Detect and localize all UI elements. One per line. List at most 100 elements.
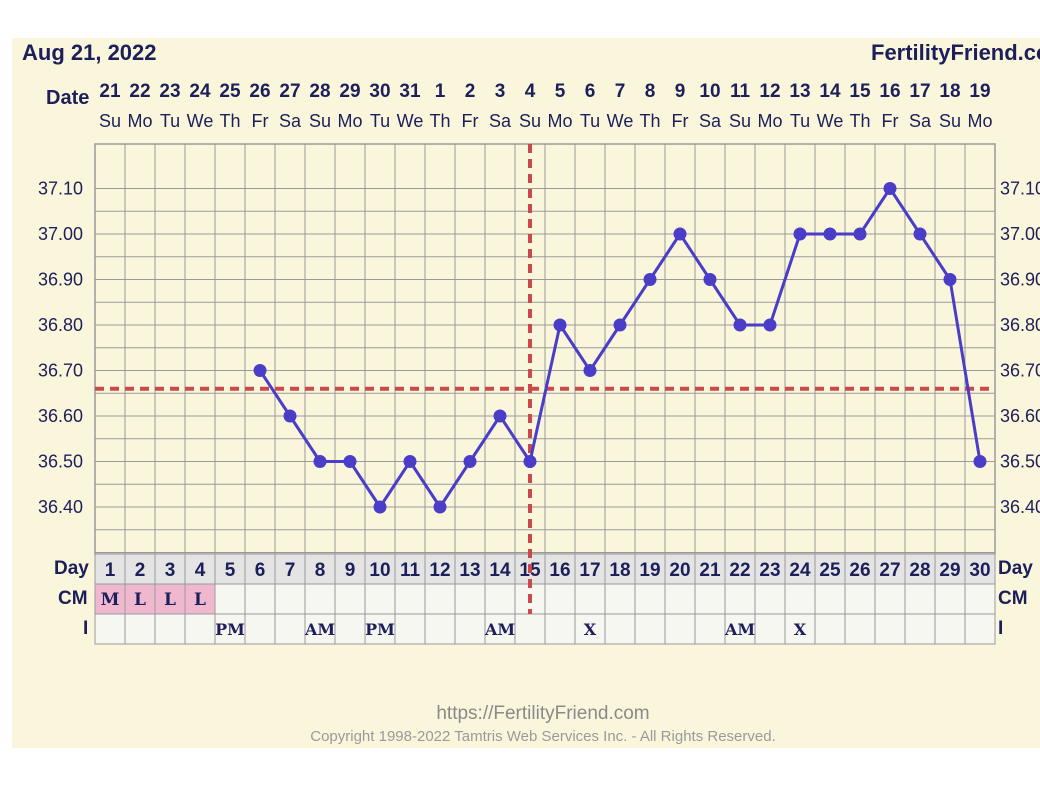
y-tick-label-left: 36.60 <box>38 406 83 426</box>
cm-value: L <box>164 590 176 610</box>
y-tick-label-left: 37.10 <box>38 179 83 199</box>
table-cell <box>664 583 696 615</box>
table-cell <box>934 583 966 615</box>
cycle-day-label: 2 <box>135 560 146 581</box>
weekday-label: Tu <box>790 111 810 131</box>
table-cell <box>124 613 156 645</box>
table-cell <box>604 553 636 585</box>
cycle-day-label: 21 <box>699 560 721 581</box>
table-cell <box>184 583 216 615</box>
date-label: 2 <box>465 81 476 102</box>
chart-date-title: Aug 21, 2022 <box>22 40 157 65</box>
date-label: 10 <box>699 81 720 102</box>
table-cell <box>544 613 576 645</box>
cm-value: L <box>134 590 146 610</box>
info-table: 1234567891011121314151617181920212223242… <box>94 553 996 645</box>
table-cell <box>484 583 516 615</box>
temperature-point <box>493 409 507 423</box>
date-label: 17 <box>909 81 930 102</box>
day-row-label-left: Day <box>54 558 89 579</box>
date-label: 1 <box>435 81 446 102</box>
cycle-day-label: 10 <box>369 560 390 581</box>
cycle-day-label: 20 <box>669 560 690 581</box>
y-tick-label-right: 36.80 <box>1000 315 1040 335</box>
date-label: 13 <box>789 81 810 102</box>
cycle-day-label: 28 <box>909 560 930 581</box>
table-cell <box>394 583 426 615</box>
temperature-point <box>643 273 657 286</box>
y-tick-label-right: 36.90 <box>1000 270 1040 290</box>
weekday-label: Su <box>729 111 751 131</box>
y-tick-label-left: 36.70 <box>38 361 83 381</box>
date-label: 24 <box>189 81 211 102</box>
weekday-label: Sa <box>699 111 722 131</box>
weekday-label: Mo <box>337 111 362 131</box>
table-cell <box>424 613 456 645</box>
y-tick-label-left: 36.90 <box>38 270 83 290</box>
temperature-point <box>763 318 777 332</box>
cycle-day-label: 3 <box>165 560 176 581</box>
y-tick-label-right: 37.00 <box>1000 224 1040 244</box>
weekday-label: We <box>607 111 634 131</box>
date-label: 27 <box>279 81 300 102</box>
cm-value: M <box>101 590 120 610</box>
cm-row-label-right: CM <box>998 588 1028 609</box>
table-cell <box>874 613 906 645</box>
table-cell <box>94 583 126 615</box>
weekday-label: We <box>397 111 424 131</box>
y-tick-label-right: 36.60 <box>1000 406 1040 426</box>
table-cell <box>724 583 756 615</box>
table-cell <box>304 553 336 585</box>
footer-copyright: Copyright 1998-2022 Tamtris Web Services… <box>310 728 775 745</box>
date-label: 25 <box>219 81 241 102</box>
date-label: 6 <box>585 81 596 102</box>
date-label: 4 <box>525 81 536 102</box>
table-cell <box>304 613 336 645</box>
cycle-day-label: 26 <box>849 560 870 581</box>
cm-value: L <box>194 590 206 610</box>
temperature-point <box>253 364 267 377</box>
y-tick-label-left: 36.40 <box>38 497 83 517</box>
table-cell <box>124 553 156 585</box>
temperature-point <box>583 364 597 377</box>
table-cell <box>874 583 906 615</box>
chart-grid <box>94 143 996 555</box>
table-cell <box>784 583 816 615</box>
cycle-day-label: 5 <box>225 560 236 581</box>
weekday-label: Sa <box>489 111 512 131</box>
cycle-day-label: 18 <box>609 560 630 581</box>
intercourse-row-label-right: I <box>998 618 1003 639</box>
table-cell <box>904 613 936 645</box>
date-label: 8 <box>645 81 656 102</box>
weekday-label: Su <box>99 111 121 131</box>
date-label: 30 <box>369 81 390 102</box>
cm-row-label-left: CM <box>58 588 88 609</box>
temperature-point <box>943 273 957 286</box>
table-cell <box>664 613 696 645</box>
table-cell <box>244 583 276 615</box>
cycle-day-label: 25 <box>819 560 841 581</box>
table-cell <box>574 553 606 585</box>
temperature-point <box>463 455 477 468</box>
date-label: 11 <box>730 81 751 102</box>
weekday-label: Mo <box>757 111 782 131</box>
table-cell <box>724 613 756 645</box>
table-cell <box>934 613 966 645</box>
date-label: 15 <box>849 81 871 102</box>
y-tick-label-right: 37.10 <box>1000 179 1040 199</box>
table-cell <box>574 583 606 615</box>
temperature-point <box>553 318 567 332</box>
temperature-point <box>703 273 717 286</box>
date-label: 23 <box>159 81 180 102</box>
table-cell <box>904 583 936 615</box>
table-cell <box>634 583 666 615</box>
table-cell <box>964 553 996 585</box>
weekday-label: Fr <box>462 111 479 131</box>
table-cell <box>364 613 396 645</box>
date-label: 29 <box>339 81 360 102</box>
brand-name: FertilityFriend.com <box>871 40 1040 65</box>
temperature-point <box>283 409 297 423</box>
weekday-label: Tu <box>160 111 180 131</box>
intercourse-value: X <box>794 620 807 639</box>
intercourse-row-label-left: I <box>83 618 88 639</box>
